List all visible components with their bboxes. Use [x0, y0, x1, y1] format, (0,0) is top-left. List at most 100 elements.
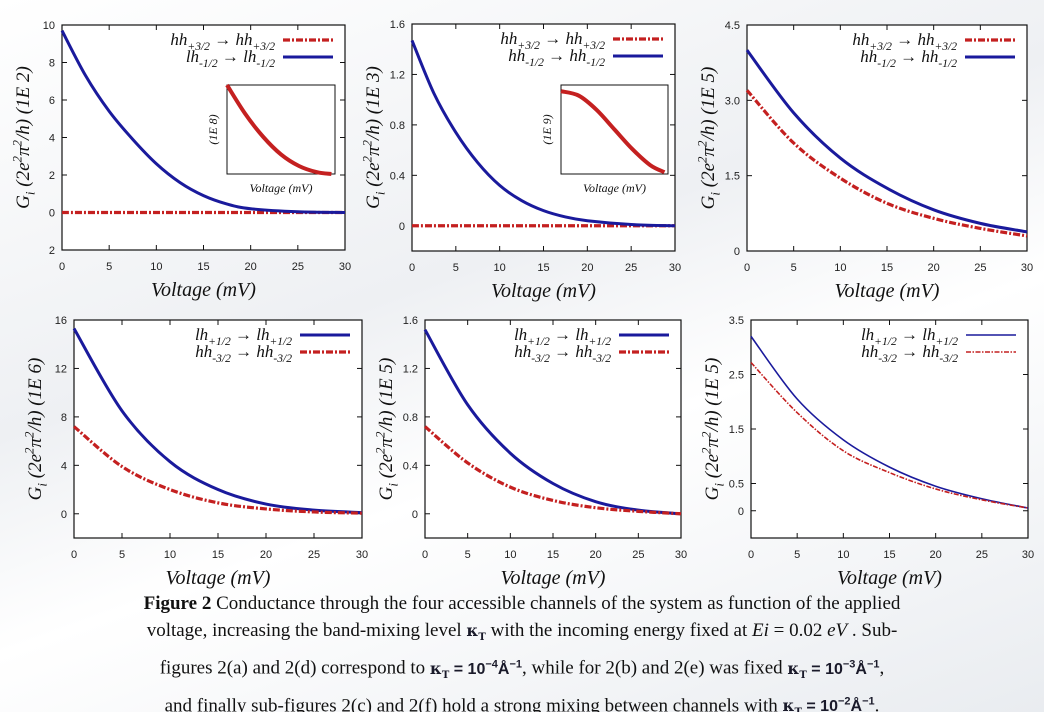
- x-tick-label: 10: [164, 549, 176, 561]
- x-tick-label: 0: [409, 262, 415, 274]
- y-tick-label: 4: [49, 133, 55, 145]
- x-tick-label: 10: [494, 262, 506, 274]
- y-tick-label: 0: [412, 509, 418, 521]
- y-tick-label: 8: [61, 412, 67, 424]
- x-tick-label: 30: [339, 261, 351, 273]
- kappa-symbol: κT: [787, 658, 807, 681]
- x-axis-label: Voltage (mV): [835, 280, 940, 302]
- x-tick-label: 20: [245, 261, 257, 273]
- x-tick-label: 15: [197, 261, 209, 273]
- legend-label: lh+1/2 → lh+1/2: [861, 325, 958, 348]
- y-axis-label: Gi (2e2π2/h) (1E 2): [9, 66, 37, 209]
- inset-series-line-red: [225, 83, 332, 176]
- caption-text: .: [874, 695, 880, 712]
- inset-x-axis-label: Voltage (mV): [250, 181, 313, 195]
- caption-text: = 10−4: [449, 658, 498, 678]
- y-tick-label: 0.5: [729, 479, 744, 491]
- caption-text: ,: [879, 657, 885, 679]
- y-tick-label: 2: [49, 245, 55, 257]
- y-tick-label: 0: [399, 221, 405, 233]
- kappa-symbol: κT: [466, 621, 486, 644]
- x-axis-label: Voltage (mV): [501, 567, 606, 589]
- figure-label: Figure 2: [143, 593, 212, 614]
- caption-text: = 10−2: [801, 695, 851, 712]
- y-tick-label: 3.0: [725, 95, 740, 107]
- legend-label: hh-3/2 → hh-3/2: [195, 342, 292, 365]
- y-tick-label: 0.4: [403, 460, 418, 472]
- x-axis-label: Voltage (mV): [151, 279, 256, 301]
- x-tick-label: 5: [465, 549, 471, 561]
- y-tick-label: 1.2: [403, 363, 418, 375]
- y-tick-label: 1.2: [390, 69, 405, 81]
- x-tick-label: 30: [1021, 262, 1033, 274]
- panel-b: 0 5 10 15 20 25 30 1.6 1.2 0.8 0.4 0 Voltage (mV) Gi …: [359, 19, 681, 302]
- y-axis-label: Gi (2e2π2/h) (1E 6): [21, 358, 49, 501]
- caption-text: , while for 2(b) and 2(e) was fixed: [522, 657, 788, 679]
- caption-text: = 10−3: [806, 658, 856, 678]
- legend-label: hh+3/2 → hh+3/2: [852, 30, 957, 53]
- legend-label: hh+3/2 → hh+3/2: [170, 30, 275, 53]
- y-tick-label: 0.8: [390, 120, 405, 132]
- x-tick-label: 0: [71, 549, 77, 561]
- y-tick-label: 0: [734, 246, 740, 258]
- x-tick-label: 25: [308, 549, 320, 561]
- caption-text: with the incoming energy fixed at: [485, 620, 752, 641]
- x-tick-label: 15: [883, 549, 895, 561]
- x-tick-label: 0: [744, 262, 750, 274]
- inset-plot: Voltage (mV) (1E 9): [540, 84, 669, 195]
- y-tick-label: 4: [61, 460, 67, 472]
- caption-text: and finally sub-figures 2(c) and 2(f) ho…: [164, 695, 783, 712]
- legend-label: hh-3/2 → hh-3/2: [861, 342, 958, 365]
- plot-frame: [746, 24, 1028, 252]
- kappa-symbol: κT: [782, 696, 801, 712]
- inset-x-axis-label: Voltage (mV): [583, 181, 646, 195]
- y-tick-label: 16: [55, 315, 67, 327]
- y-tick-label: 1.5: [725, 171, 740, 183]
- x-tick-label: 25: [632, 549, 644, 561]
- y-tick-label: 12: [55, 363, 67, 375]
- y-tick-label: 0: [61, 509, 67, 521]
- series-line-blue: [72, 327, 363, 515]
- caption-text: . Sub-: [847, 620, 898, 641]
- y-tick-label: 8: [49, 58, 55, 70]
- x-tick-label: 25: [974, 262, 986, 274]
- y-tick-label: 1.6: [390, 19, 405, 31]
- y-tick-label: 0: [738, 506, 744, 518]
- caption-line: Figure 2 Conductance through the four ac…: [0, 590, 1044, 617]
- x-tick-label: 20: [590, 549, 602, 561]
- x-tick-label: 25: [976, 549, 988, 561]
- series-line-blue: [745, 49, 1028, 234]
- caption-text: Å−1: [855, 658, 880, 678]
- figure-caption: Figure 2 Conductance through the four ac…: [0, 590, 1044, 712]
- x-tick-label: 15: [881, 262, 893, 274]
- x-axis-label: Voltage (mV): [837, 567, 942, 589]
- caption-text: figures 2(a) and 2(d) correspond to: [159, 657, 430, 679]
- y-tick-label: 2.5: [729, 370, 744, 382]
- x-tick-label: 5: [106, 261, 112, 273]
- x-tick-label: 0: [422, 549, 428, 561]
- legend-label: lh+1/2 → lh+1/2: [514, 325, 611, 348]
- y-tick-label: 1.5: [729, 424, 744, 436]
- y-axis-label: Gi (2e2π2/h) (1E 5): [372, 358, 400, 501]
- x-tick-label: 15: [537, 262, 549, 274]
- y-tick-label: 2: [49, 170, 55, 182]
- y-axis-label: Gi (2e2π2/h) (1E 5): [694, 67, 722, 210]
- inset-plot: Voltage (mV) (1E 8): [206, 83, 336, 195]
- y-tick-label: 6: [49, 95, 55, 107]
- inset-y-axis-label: (1E 9): [540, 114, 554, 144]
- x-tick-label: 20: [928, 262, 940, 274]
- caption-text: Conductance through the four accessible …: [211, 593, 901, 614]
- caption-text: eV: [827, 620, 848, 641]
- panel-d: 0 5 10 15 20 25 30 16 12 8 4 0 Voltage (mV) Gi (2e2π2…: [21, 315, 368, 589]
- inset-y-axis-label: (1E 8): [206, 114, 220, 144]
- x-tick-label: 10: [837, 549, 849, 561]
- x-tick-label: 30: [356, 549, 368, 561]
- x-tick-label: 10: [834, 262, 846, 274]
- x-tick-label: 25: [292, 261, 304, 273]
- x-tick-label: 25: [625, 262, 637, 274]
- y-tick-label: 4.5: [725, 20, 740, 32]
- x-tick-label: 15: [547, 549, 559, 561]
- legend-label: hh-1/2 → hh-1/2: [508, 46, 605, 69]
